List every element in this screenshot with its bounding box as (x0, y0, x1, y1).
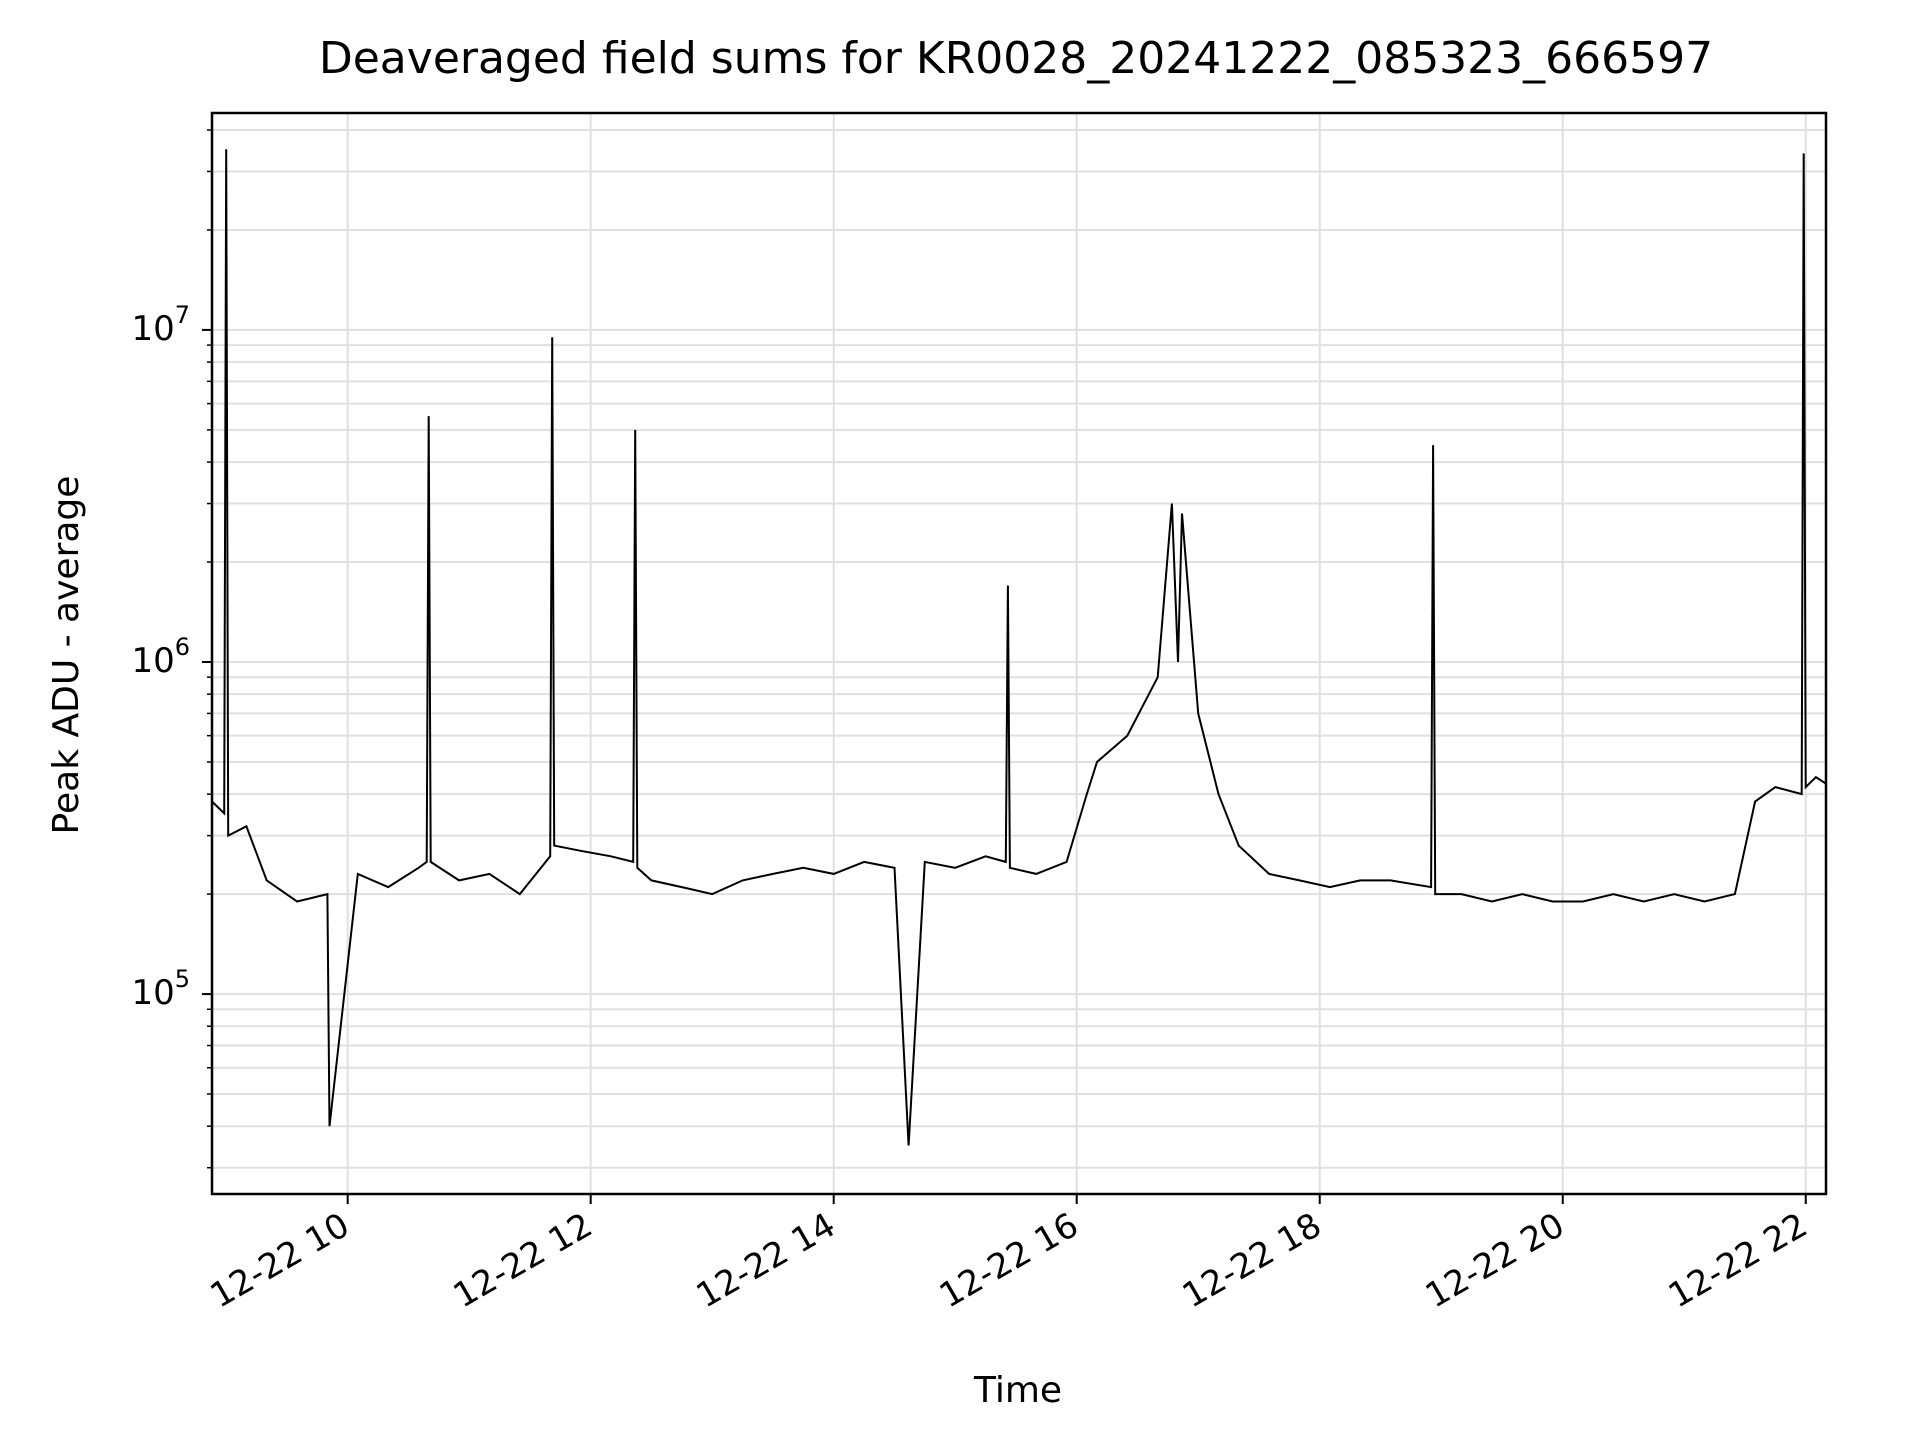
series-layer (211, 149, 1827, 1146)
series-line (211, 149, 1827, 1146)
chart-title: Deaveraged field sums for KR0028_2024122… (319, 33, 1713, 84)
y-axis-label: Peak ADU - average (46, 476, 87, 835)
y-tick-label: 105 (131, 965, 190, 1013)
y-axis: 105 106 107 (131, 129, 212, 1169)
minor-gridlines (212, 128, 1826, 1169)
y-tick-label: 107 (131, 301, 190, 349)
y-tick-label: 106 (131, 633, 190, 681)
major-gridlines (212, 113, 1826, 1194)
plot-frame (210, 111, 1828, 1196)
x-axis-label: Time (973, 1370, 1062, 1411)
